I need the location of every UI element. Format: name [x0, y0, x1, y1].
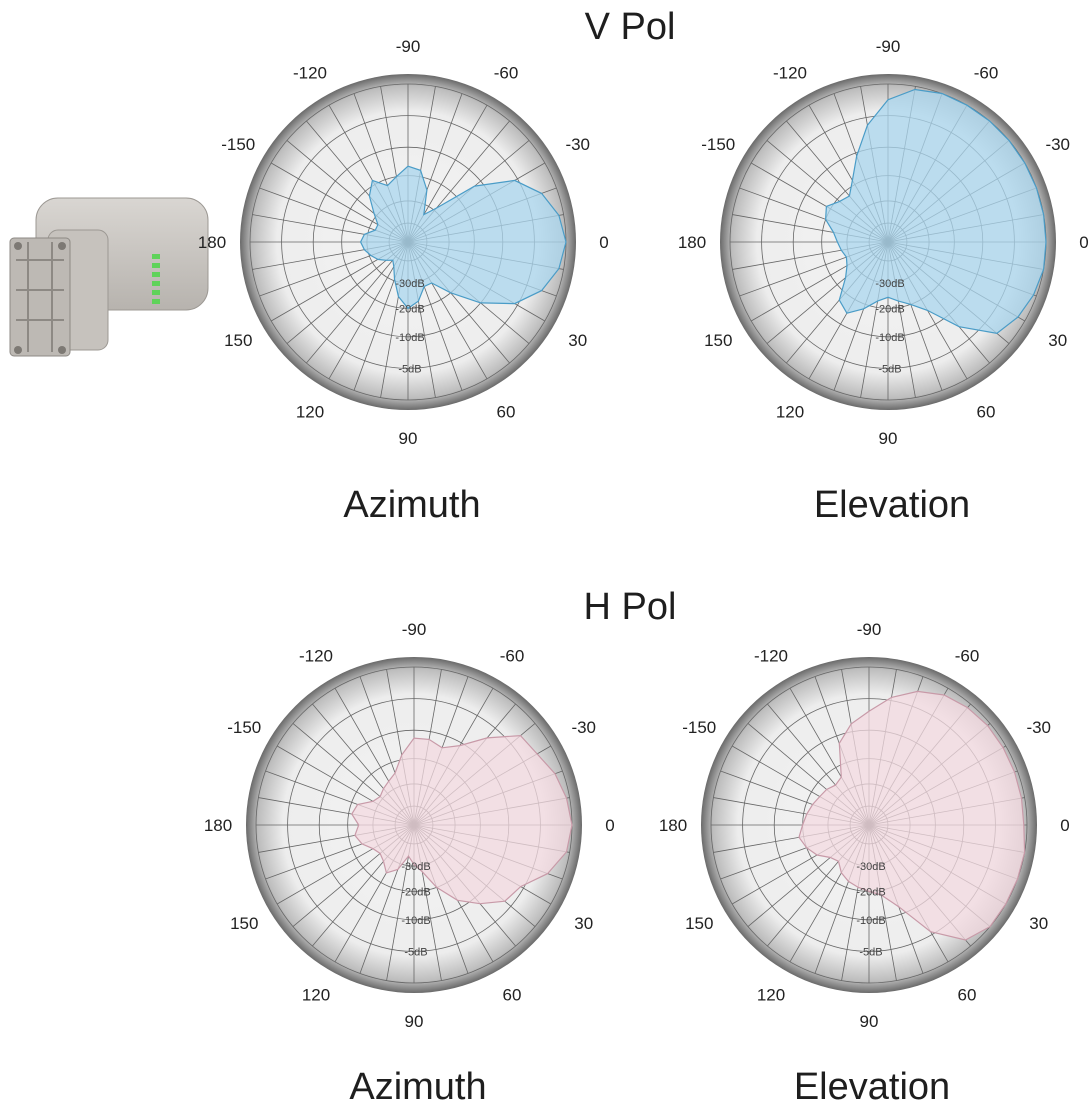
radiation-pattern [359, 165, 567, 310]
angle-tick-label: 60 [497, 403, 516, 422]
radial-db-label: -5dB [398, 363, 421, 375]
angle-tick-label: 90 [860, 1012, 879, 1031]
radial-db-label: -10dB [395, 332, 424, 344]
angle-tick-label: 30 [568, 331, 587, 350]
angle-tick-label: 30 [1029, 914, 1048, 933]
angle-tick-label: -120 [293, 63, 327, 82]
angle-tick-label: 180 [678, 233, 706, 252]
angle-tick-label: -150 [682, 718, 716, 737]
hpol-elevation-caption: Elevation [793, 1066, 951, 1108]
angle-tick-label: 120 [302, 986, 330, 1005]
radial-db-label: -20dB [395, 303, 424, 315]
radial-db-label: -10dB [856, 915, 885, 927]
angle-tick-label: -150 [701, 135, 735, 154]
angle-tick-label: -150 [227, 718, 261, 737]
vpol-elevation-caption: Elevation [813, 484, 971, 526]
angle-tick-label: 90 [405, 1012, 424, 1031]
angle-tick-label: -90 [396, 37, 421, 56]
angle-tick-label: 180 [659, 816, 687, 835]
radial-db-label: -20dB [856, 886, 885, 898]
vpol-azimuth-caption: Azimuth [343, 484, 481, 526]
angle-tick-label: 150 [230, 914, 258, 933]
angle-tick-label: -120 [773, 63, 807, 82]
radial-db-label: -30dB [395, 278, 424, 290]
angle-tick-label: 90 [399, 429, 418, 448]
angle-tick-label: -90 [857, 620, 882, 639]
angle-tick-label: 0 [599, 233, 608, 252]
hpol-azimuth-caption: Azimuth [349, 1066, 487, 1108]
antenna-device-photo [9, 197, 209, 357]
radiation-pattern [824, 88, 1047, 335]
radial-db-label: -10dB [401, 915, 430, 927]
angle-tick-label: 150 [685, 914, 713, 933]
angle-tick-label: 30 [1048, 331, 1067, 350]
angle-tick-label: -60 [974, 63, 999, 82]
angle-tick-label: 180 [204, 816, 232, 835]
angle-tick-label: 180 [198, 233, 226, 252]
angle-tick-label: -90 [876, 37, 901, 56]
radial-db-label: -5dB [878, 363, 901, 375]
hpol-azimuth-chart: -30dB -20dB -10dB -5dB -90 -60 -30 0 30 60 90 120 15… [204, 620, 615, 1031]
radial-db-label: -20dB [401, 886, 430, 898]
device-led [152, 263, 160, 268]
angle-tick-label: 60 [977, 403, 996, 422]
device-led [152, 281, 160, 286]
device-led [152, 254, 160, 259]
angle-tick-label: -30 [1026, 718, 1051, 737]
radiation-pattern [798, 690, 1026, 941]
angle-tick-label: -90 [402, 620, 427, 639]
angle-tick-label: -60 [494, 63, 519, 82]
angle-tick-label: 30 [574, 914, 593, 933]
angle-tick-label: 0 [1079, 233, 1088, 252]
angle-tick-label: 150 [704, 331, 732, 350]
angle-tick-label: -150 [221, 135, 255, 154]
radial-db-label: -10dB [875, 332, 904, 344]
angle-tick-label: 0 [605, 816, 614, 835]
grid-spoke [306, 241, 409, 364]
angle-tick-label: 90 [879, 429, 898, 448]
angle-tick-label: -30 [565, 135, 590, 154]
angle-tick-label: -120 [299, 646, 333, 665]
hpol-elevation-chart: -30dB -20dB -10dB -5dB -90 -60 -30 0 30 60 90 120 15… [659, 620, 1070, 1031]
angle-tick-label: -30 [571, 718, 596, 737]
radial-db-label: -30dB [401, 861, 430, 873]
radial-db-label: -30dB [856, 861, 885, 873]
radial-db-label: -5dB [859, 946, 882, 958]
vpol-title: V Pol [584, 6, 676, 48]
angle-tick-label: 60 [958, 986, 977, 1005]
angle-tick-label: 150 [224, 331, 252, 350]
angle-tick-label: -30 [1045, 135, 1070, 154]
angle-tick-label: 120 [776, 403, 804, 422]
hpol-title: H Pol [583, 586, 677, 628]
device-led [152, 299, 160, 304]
radial-db-label: -30dB [875, 278, 904, 290]
angle-tick-label: 120 [757, 986, 785, 1005]
radiation-pattern [351, 734, 573, 905]
angle-tick-label: -120 [754, 646, 788, 665]
radial-db-label: -5dB [404, 946, 427, 958]
angle-tick-label: 60 [503, 986, 522, 1005]
angle-tick-label: -60 [500, 646, 525, 665]
angle-tick-label: -60 [955, 646, 980, 665]
vpol-azimuth-chart: -30dB -20dB -10dB -5dB -90 -60 -30 0 30 60 90 120 15… [198, 37, 609, 448]
angle-tick-label: 120 [296, 403, 324, 422]
vpol-elevation-chart: -30dB -20dB -10dB -5dB -90 -60 -30 0 30 60 90 120 15… [678, 37, 1089, 448]
device-led [152, 290, 160, 295]
radial-db-label: -20dB [875, 303, 904, 315]
device-led [152, 272, 160, 277]
angle-tick-label: 0 [1060, 816, 1069, 835]
